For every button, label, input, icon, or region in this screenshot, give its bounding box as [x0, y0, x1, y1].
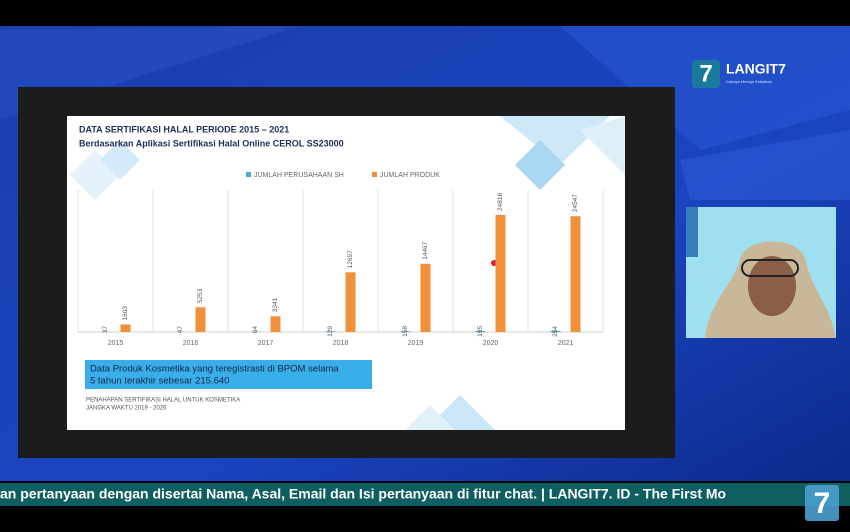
- bar: [570, 216, 581, 332]
- bar: [475, 331, 486, 332]
- bar: [120, 324, 131, 332]
- data-label: 14467: [422, 241, 429, 259]
- legend-swatch: [246, 172, 251, 177]
- bar: [495, 215, 506, 332]
- data-label: 24547: [572, 194, 579, 212]
- bar: [400, 331, 411, 332]
- decor: [515, 140, 565, 190]
- note-text: PENAHAPAN SERTIFIKASI HALAL UNTUK KOSMET…: [86, 398, 240, 404]
- data-label: 195: [477, 326, 484, 337]
- ticker-text: an pertanyaan dengan disertai Nama, Asal…: [0, 486, 726, 502]
- info-text: Data Produk Kosmetika yang teregistrasti…: [90, 364, 339, 375]
- bar: [420, 263, 431, 332]
- ticker-bar: [0, 483, 850, 506]
- x-tick-label: 2021: [558, 340, 574, 347]
- data-label: 129: [327, 326, 334, 337]
- webcam-backdrop: [686, 207, 698, 257]
- bar: [550, 330, 561, 332]
- face: [748, 256, 796, 316]
- legend-swatch: [372, 172, 377, 177]
- logo-icon: [692, 60, 720, 88]
- decor: [500, 116, 610, 165]
- decor: [100, 140, 140, 180]
- data-label: 12657: [347, 250, 354, 268]
- x-tick-label: 2015: [108, 340, 124, 347]
- legend-label: JUMLAH PRODUK: [380, 172, 440, 179]
- x-tick-label: 2019: [408, 340, 424, 347]
- data-label: 158: [402, 326, 409, 337]
- info-text: 5 tahun terakhir sebesar 215.640: [90, 376, 229, 387]
- logo-name: LANGIT7: [726, 61, 786, 77]
- x-tick-label: 2017: [258, 340, 274, 347]
- data-label: 3341: [272, 297, 279, 312]
- note-text: JANGKA WAKTU 2019 - 2026: [86, 406, 167, 412]
- info-box: [85, 360, 372, 389]
- x-tick-label: 2020: [483, 340, 499, 347]
- x-tick-label: 2018: [333, 340, 349, 347]
- decor: [405, 405, 455, 430]
- data-label: 47: [177, 326, 184, 334]
- legend-label: JUMLAH PERUSAHAAN SH: [254, 172, 344, 179]
- data-label: 64: [252, 326, 259, 334]
- bar: [345, 272, 356, 332]
- data-label: 37: [102, 326, 109, 334]
- bg-shape: [680, 130, 850, 200]
- bar: [325, 331, 336, 332]
- data-label: 254: [552, 326, 559, 337]
- logo-mark: 7: [699, 60, 712, 87]
- corner-mark: 7: [814, 487, 831, 520]
- chart-subtitle: Berdasarkan Aplikasi Sertifikasi Halal O…: [79, 138, 344, 148]
- glasses: [741, 259, 799, 277]
- corner-logo: [805, 485, 839, 521]
- decor: [580, 116, 625, 175]
- bar: [270, 316, 281, 332]
- bar: [195, 307, 206, 332]
- chart-title: DATA SERTIFIKASI HALAL PERIODE 2015 – 20…: [79, 124, 289, 134]
- logo-tagline: Cahaya Menuju Kebaikan: [726, 79, 772, 84]
- data-label: 5253: [197, 288, 204, 303]
- x-tick-label: 2016: [183, 340, 199, 347]
- data-label: 1603: [122, 306, 129, 321]
- data-label: 24816: [497, 193, 504, 211]
- chart: JUMLAH PERUSAHAAN SH JUMLAH PRODUK 2015 37 1…: [77, 172, 604, 347]
